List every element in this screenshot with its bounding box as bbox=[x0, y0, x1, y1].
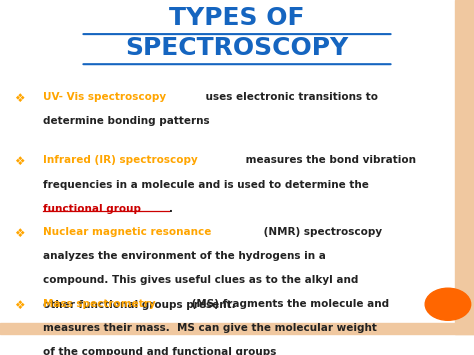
Text: Mass spectrometry: Mass spectrometry bbox=[43, 299, 155, 309]
Text: frequencies in a molecule and is used to determine the: frequencies in a molecule and is used to… bbox=[43, 180, 369, 190]
Text: compound. This gives useful clues as to the alkyl and: compound. This gives useful clues as to … bbox=[43, 275, 358, 285]
Text: ❖: ❖ bbox=[14, 92, 24, 105]
Text: .: . bbox=[169, 204, 173, 214]
Text: measures their mass.  MS can give the molecular weight: measures their mass. MS can give the mol… bbox=[43, 323, 376, 333]
Text: ❖: ❖ bbox=[14, 299, 24, 312]
Text: ❖: ❖ bbox=[14, 227, 24, 240]
Text: uses electronic transitions to: uses electronic transitions to bbox=[201, 92, 377, 102]
Bar bbox=[455, 0, 474, 334]
Text: (MS) fragments the molecule and: (MS) fragments the molecule and bbox=[188, 299, 389, 309]
Text: TYPES OF: TYPES OF bbox=[169, 6, 305, 31]
Text: measures the bond vibration: measures the bond vibration bbox=[242, 155, 416, 165]
Text: analyzes the environment of the hydrogens in a: analyzes the environment of the hydrogen… bbox=[43, 251, 326, 261]
Text: (NMR) spectroscopy: (NMR) spectroscopy bbox=[260, 227, 382, 237]
Text: SPECTROSCOPY: SPECTROSCOPY bbox=[126, 37, 348, 60]
Bar bbox=[0, 323, 474, 334]
Text: ❖: ❖ bbox=[14, 155, 24, 169]
Text: UV- Vis spectroscopy: UV- Vis spectroscopy bbox=[43, 92, 166, 102]
Text: Nuclear magnetic resonance: Nuclear magnetic resonance bbox=[43, 227, 211, 237]
Text: of the compound and functional groups: of the compound and functional groups bbox=[43, 348, 276, 355]
Text: determine bonding patterns: determine bonding patterns bbox=[43, 116, 210, 126]
Circle shape bbox=[425, 288, 471, 320]
Text: other functional groups present.: other functional groups present. bbox=[43, 300, 235, 310]
Text: functional group: functional group bbox=[43, 204, 141, 214]
Text: Infrared (IR) spectroscopy: Infrared (IR) spectroscopy bbox=[43, 155, 197, 165]
